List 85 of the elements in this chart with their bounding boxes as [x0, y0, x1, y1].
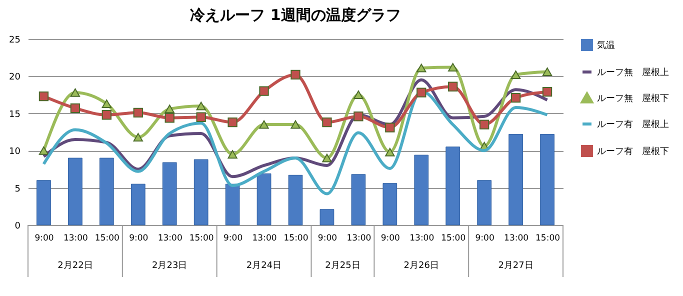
point [290, 70, 300, 80]
x-tick-label: 15:00 [284, 234, 308, 244]
bar [194, 159, 208, 226]
text: 2月22日 [58, 261, 93, 271]
point [102, 99, 112, 108]
bar [477, 180, 492, 226]
point [416, 64, 426, 72]
point [416, 88, 426, 98]
text: 2月25日 [325, 261, 360, 271]
point [102, 110, 112, 120]
point [448, 82, 458, 92]
point [259, 120, 269, 129]
point [196, 112, 206, 122]
point [70, 103, 80, 114]
point [70, 88, 80, 97]
point [479, 120, 490, 130]
bar [130, 184, 146, 226]
x-tick-label: 13:00 [504, 234, 529, 244]
y-tick-label: 5 [14, 184, 20, 194]
x-tick-label: 15:00 [441, 234, 466, 244]
bar [414, 154, 429, 226]
point [542, 86, 552, 97]
bar [320, 209, 334, 226]
legend-label: 気温 [597, 40, 615, 51]
point [164, 104, 174, 114]
bar [36, 180, 51, 226]
bar [68, 158, 82, 226]
y-tick-label: 0 [14, 222, 21, 232]
point [322, 118, 332, 128]
point [228, 118, 238, 128]
x-tick-label: 9:00 [129, 234, 148, 244]
point [354, 112, 364, 122]
point [385, 122, 395, 132]
legend-label: ルーフ有 屋根上 [597, 119, 669, 130]
legend-label: ルーフ無 屋根下 [597, 93, 669, 104]
point [133, 108, 143, 118]
point [510, 70, 521, 79]
bar [288, 174, 303, 226]
x-tick-label: 15:00 [536, 234, 560, 244]
y-tick-label: 10 [9, 147, 21, 158]
x-tick-label: 9:00 [318, 234, 338, 244]
x-tick-label: 9:00 [224, 234, 243, 244]
bar [508, 134, 523, 226]
point [228, 150, 238, 159]
x-tick-label: 13:00 [158, 234, 182, 244]
point [164, 113, 174, 123]
point [290, 120, 300, 129]
point [38, 146, 49, 155]
point [196, 102, 206, 110]
text: 2月26日 [404, 261, 439, 271]
point [38, 91, 49, 102]
x-tick-label: 13:00 [410, 234, 434, 244]
x-tick-label: 15:00 [189, 234, 214, 244]
bar [446, 146, 460, 226]
bar [540, 134, 554, 226]
x-tick-label: 9:00 [380, 234, 400, 244]
x-tick-label: 13:00 [252, 234, 277, 244]
legend-label: ルーフ有 屋根下 [597, 146, 669, 157]
point [542, 67, 552, 76]
y-tick-label: 25 [9, 36, 20, 46]
x-tick-label: 13:00 [63, 234, 88, 244]
point [133, 132, 143, 142]
bar [256, 173, 272, 226]
x-tick-label: 9:00 [475, 234, 494, 244]
bar [351, 174, 366, 226]
text: 2月27日 [498, 261, 534, 271]
y-tick-label: 20 [9, 72, 21, 83]
x-tick-label: 9:00 [34, 234, 54, 244]
point [448, 63, 458, 72]
bar [382, 183, 398, 226]
bar [100, 158, 114, 226]
bar [225, 184, 240, 226]
text: 2月23日 [152, 261, 188, 271]
legend-label: ルーフ無 屋根上 [597, 67, 669, 78]
point [385, 148, 395, 156]
text: 2月24日 [246, 261, 282, 271]
point [322, 154, 332, 162]
point [259, 86, 269, 96]
y-tick-label: 15 [9, 110, 20, 120]
x-tick-label: 13:00 [346, 234, 372, 244]
x-tick-label: 15:00 [94, 234, 120, 244]
bar [162, 162, 177, 226]
point [354, 90, 364, 100]
chart-title: 冷えルーフ 1週間の温度グラフ [190, 6, 401, 24]
point [510, 92, 521, 103]
